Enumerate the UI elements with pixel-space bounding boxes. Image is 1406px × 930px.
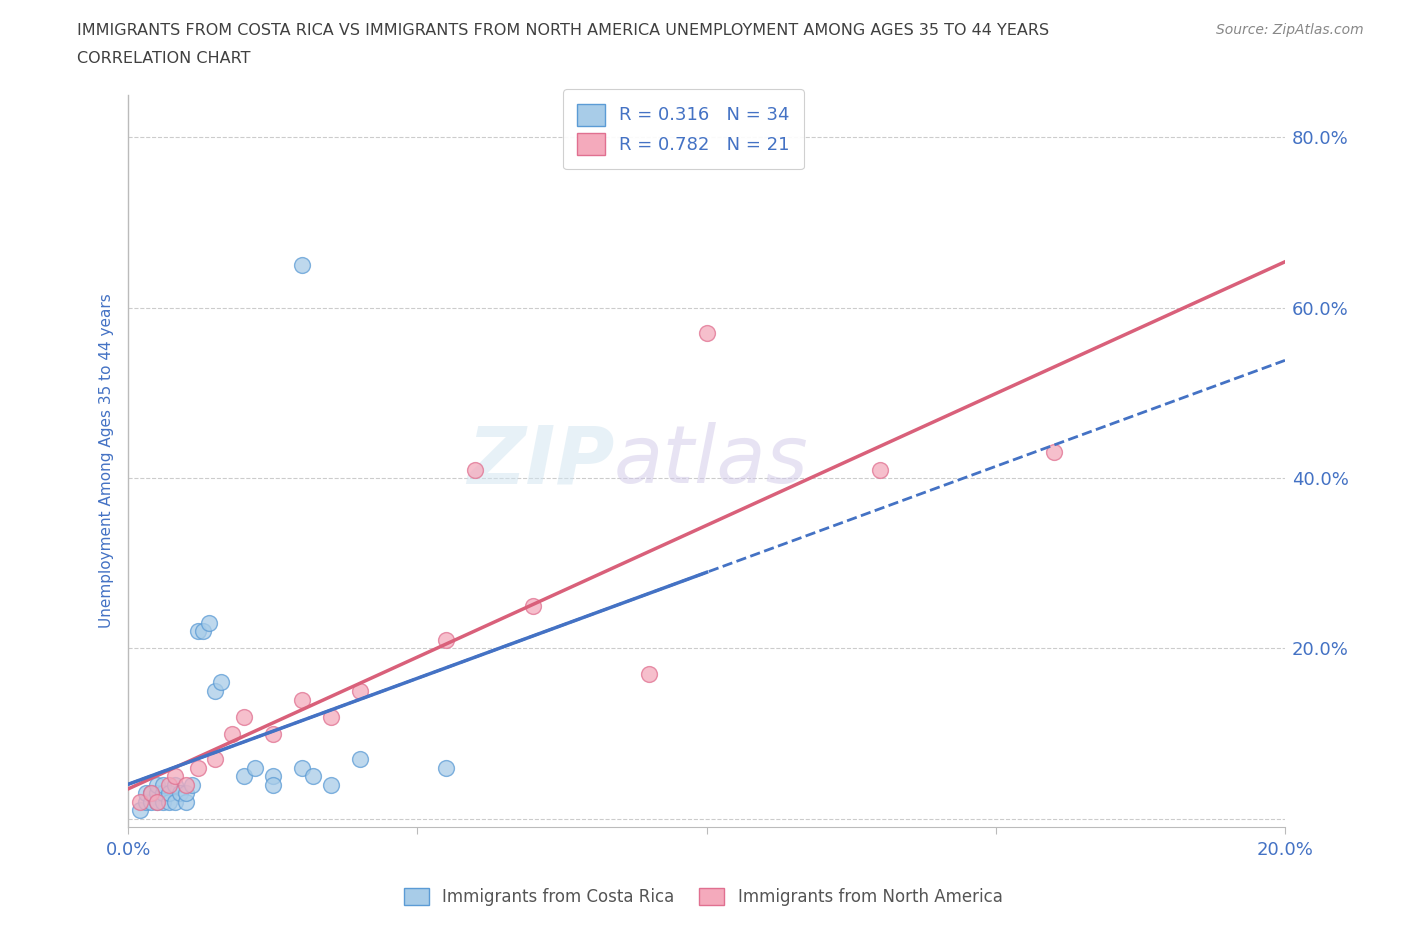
Point <box>180 777 202 792</box>
Point <box>146 777 169 792</box>
Point <box>262 769 284 784</box>
Point <box>221 726 243 741</box>
Point <box>152 786 174 801</box>
Point <box>174 786 197 801</box>
Point <box>157 794 180 809</box>
Point <box>157 777 180 792</box>
Legend: R = 0.316   N = 34, R = 0.782   N = 21: R = 0.316 N = 34, R = 0.782 N = 21 <box>562 89 804 169</box>
Point <box>152 777 174 792</box>
Point <box>302 769 325 784</box>
Point <box>245 760 267 775</box>
Point <box>464 462 486 477</box>
Point <box>141 794 163 809</box>
Text: Source: ZipAtlas.com: Source: ZipAtlas.com <box>1216 23 1364 37</box>
Point <box>146 794 169 809</box>
Point <box>434 632 457 647</box>
Point <box>146 786 169 801</box>
Point <box>209 675 232 690</box>
Text: CORRELATION CHART: CORRELATION CHART <box>77 51 250 66</box>
Point <box>1042 445 1064 460</box>
Point <box>135 794 157 809</box>
Point <box>174 794 197 809</box>
Point <box>319 710 342 724</box>
Point <box>169 786 191 801</box>
Point <box>141 786 163 801</box>
Point <box>141 786 163 801</box>
Legend: Immigrants from Costa Rica, Immigrants from North America: Immigrants from Costa Rica, Immigrants f… <box>396 881 1010 912</box>
Point <box>187 624 209 639</box>
Point <box>349 751 371 766</box>
Point <box>262 726 284 741</box>
Text: IMMIGRANTS FROM COSTA RICA VS IMMIGRANTS FROM NORTH AMERICA UNEMPLOYMENT AMONG A: IMMIGRANTS FROM COSTA RICA VS IMMIGRANTS… <box>77 23 1049 38</box>
Point <box>204 751 226 766</box>
Point <box>291 760 314 775</box>
Point <box>163 769 186 784</box>
Point <box>174 777 197 792</box>
Point <box>128 794 150 809</box>
Point <box>204 684 226 698</box>
Point <box>157 786 180 801</box>
Point <box>349 684 371 698</box>
Point <box>319 777 342 792</box>
Point <box>291 692 314 707</box>
Point <box>696 326 718 340</box>
Point <box>152 794 174 809</box>
Point <box>232 710 254 724</box>
Text: ZIP: ZIP <box>467 422 614 500</box>
Point <box>232 769 254 784</box>
Point <box>163 794 186 809</box>
Point <box>869 462 891 477</box>
Point <box>163 777 186 792</box>
Point <box>135 786 157 801</box>
Point <box>291 258 314 272</box>
Point <box>187 760 209 775</box>
Point <box>198 616 221 631</box>
Point <box>193 624 215 639</box>
Y-axis label: Unemployment Among Ages 35 to 44 years: Unemployment Among Ages 35 to 44 years <box>100 294 114 629</box>
Point <box>637 667 659 682</box>
Point <box>522 598 544 613</box>
Point <box>434 760 457 775</box>
Point <box>262 777 284 792</box>
Text: atlas: atlas <box>614 422 808 500</box>
Point <box>128 803 150 817</box>
Point <box>146 794 169 809</box>
